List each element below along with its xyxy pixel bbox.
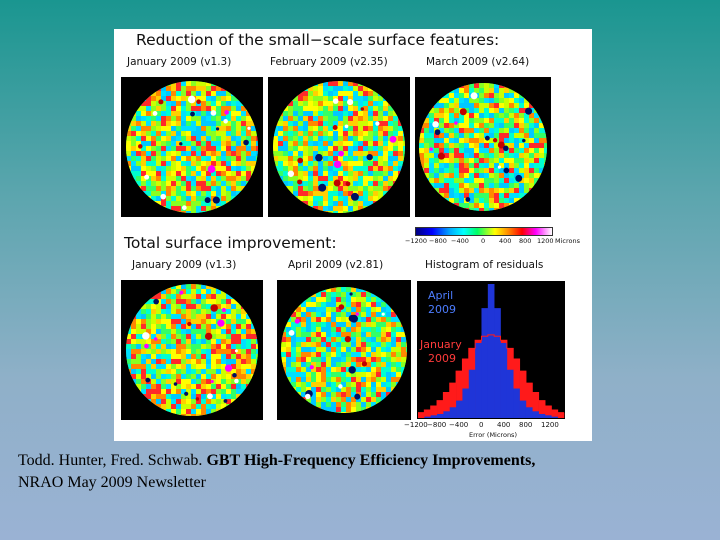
histogram-bar-april <box>462 388 470 418</box>
histogram-bar-april <box>424 416 431 418</box>
histogram-bar-january <box>437 400 444 418</box>
histogram-bar-april <box>525 407 533 418</box>
caption-authors: Todd. Hunter, Fred. Schwab. <box>18 452 203 469</box>
histogram-bar-april <box>538 413 546 418</box>
histogram-bar-april <box>430 415 438 418</box>
surface-map-march <box>415 77 551 217</box>
panel-label-april: April 2009 (v2.81) <box>288 259 384 271</box>
histogram-x-tick: 0 <box>479 421 484 429</box>
histogram-title: Histogram of residuals <box>425 259 544 271</box>
histogram-label-april-year: 2009 <box>428 303 456 316</box>
histogram-panel: April 2009 January 2009 <box>416 280 566 420</box>
colorbar: −1200 −800 −400 0 400 800 1200 Microns <box>405 227 580 245</box>
histogram-x-label: Error (Microns) <box>469 431 517 439</box>
histogram-bar-april <box>443 411 451 418</box>
figure-image: Reduction of the small−scale surface fea… <box>114 29 592 441</box>
colorbar-tick: 400 <box>499 237 512 245</box>
colorbar-tick: 0 <box>481 237 486 245</box>
histogram-x-tick: 1200 <box>541 421 559 429</box>
colorbar-tick: −800 <box>429 237 447 245</box>
caption: Todd. Hunter, Fred. Schwab. GBT High-Fre… <box>18 450 708 494</box>
histogram-x-tick: −1200 <box>404 421 428 429</box>
histogram-bar-january <box>449 383 457 418</box>
histogram-bar-january <box>538 400 546 418</box>
colorbar-strip <box>415 227 553 236</box>
histogram-bar-january <box>443 392 451 418</box>
histogram-bar-january <box>544 405 552 418</box>
colorbar-tick: 1200 <box>537 237 554 245</box>
histogram-label-january: January <box>419 338 462 351</box>
histogram-bar-april <box>475 342 482 418</box>
histogram-bar-april <box>532 411 539 418</box>
histogram-bar-april <box>437 413 444 418</box>
surface-map-january-top <box>121 77 263 217</box>
histogram-x-tick: −400 <box>449 421 469 429</box>
surface-map-february <box>268 77 410 217</box>
histogram-bar-april <box>468 369 476 418</box>
caption-title: GBT High-Frequency Efficiency Improvemen… <box>206 452 536 469</box>
histogram-bar-april <box>456 400 463 418</box>
histogram-bar-january <box>532 392 539 418</box>
histogram-bar-january <box>430 405 438 418</box>
histogram-bar-april <box>487 284 495 418</box>
histogram-bar-april <box>506 369 514 418</box>
colorbar-tick: −1200 <box>405 237 427 245</box>
histogram-bar-january <box>557 412 565 418</box>
histogram-bar-april <box>494 308 501 418</box>
histogram-bar-april <box>449 407 457 418</box>
colorbar-tick: −400 <box>451 237 469 245</box>
panel-label-march: March 2009 (v2.64) <box>426 56 530 68</box>
panel-label-february: February 2009 (v2.35) <box>270 56 388 68</box>
panel-label-january-top: January 2009 (v1.3) <box>127 56 232 68</box>
histogram-bar-january <box>456 371 463 418</box>
histogram-bar-january <box>525 383 533 418</box>
histogram-bar-april <box>481 308 489 418</box>
panel-label-january-bottom: January 2009 (v1.3) <box>132 259 237 271</box>
histogram-bar-january <box>519 371 527 418</box>
histogram-x-tick: −800 <box>427 421 447 429</box>
histogram-bar-april <box>551 416 558 418</box>
histogram-bar-january <box>418 412 425 418</box>
bottom-section-title: Total surface improvement: <box>124 234 337 252</box>
surface-map-april <box>277 280 411 420</box>
histogram-x-tick: 400 <box>497 421 511 429</box>
histogram-bar-january <box>551 409 558 418</box>
histogram-label-april: April <box>428 289 453 302</box>
histogram-x-tick: 800 <box>519 421 533 429</box>
histogram-label-january-year: 2009 <box>428 352 456 365</box>
histogram-bar-april <box>519 400 527 418</box>
histogram-bar-january <box>424 409 431 418</box>
top-section-title: Reduction of the small−scale surface fea… <box>136 31 500 49</box>
surface-map-january-bottom <box>121 280 263 420</box>
colorbar-tick: 800 <box>519 237 532 245</box>
histogram-x-axis: −1200 −800 −400 0 400 800 1200 <box>404 421 574 433</box>
histogram-bar-april <box>513 388 520 418</box>
colorbar-unit: Microns <box>555 237 581 245</box>
caption-source: NRAO May 2009 Newsletter <box>18 474 206 491</box>
histogram-bar-april <box>500 342 508 418</box>
histogram-january-outline <box>418 334 564 414</box>
histogram-bar-april <box>544 415 552 418</box>
